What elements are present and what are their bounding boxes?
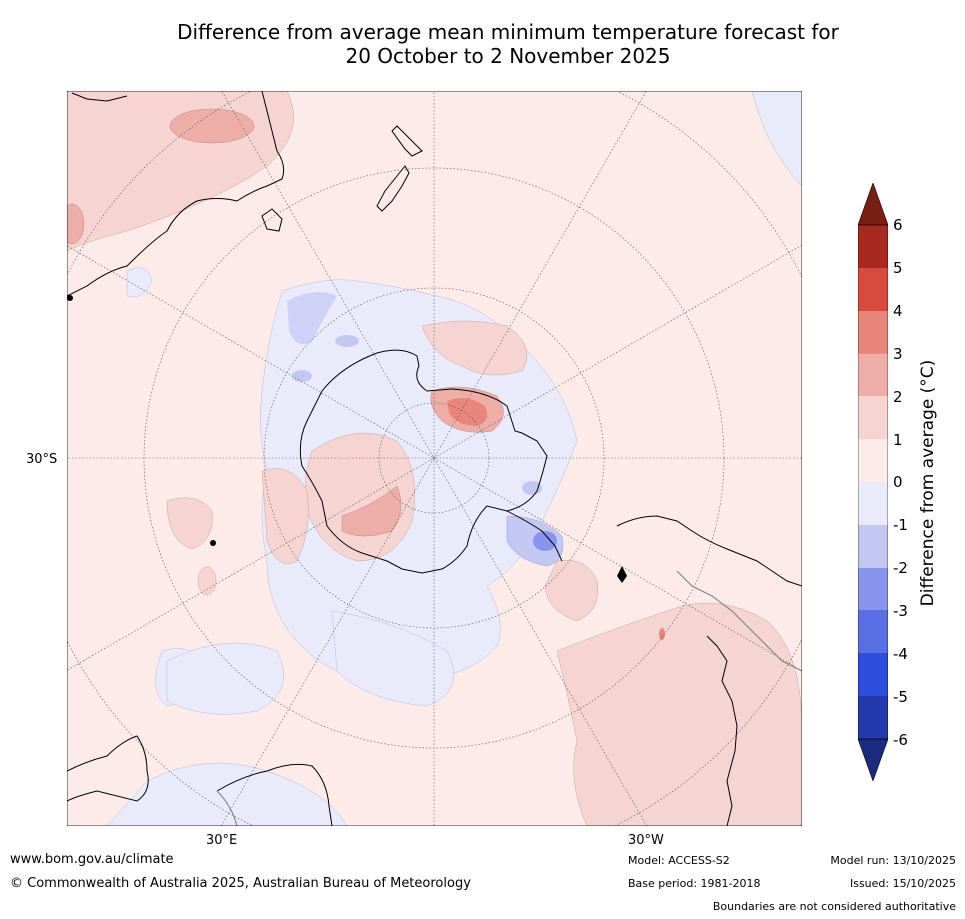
lon-label-30w: 30°W: [628, 833, 664, 848]
anomaly-region-warm: [341, 485, 402, 537]
anomaly-negative-region: [522, 481, 542, 495]
colorbar-tick: -2: [893, 559, 908, 577]
graticule: [67, 91, 802, 826]
colorbar-tick: -3: [893, 602, 908, 620]
colorbar-swatch-m3-m2: [858, 568, 888, 610]
colorbar-swatch-2-3: [858, 354, 888, 396]
anomaly-region-warm: [197, 566, 217, 596]
anomaly-negative-region: [335, 335, 359, 347]
colorbar-swatch-below-m6: [857, 738, 889, 782]
colorbar-swatch-4-5: [858, 268, 888, 311]
new-zealand-coastline: [376, 165, 410, 212]
anomaly-negative-region: [331, 610, 454, 707]
colorbar-title: Difference from average (°C): [918, 359, 938, 607]
polar-map: [66, 90, 803, 827]
tasmania-coastline: [261, 208, 283, 232]
country-border: [216, 790, 238, 826]
antarctica-coastline: [299, 349, 548, 574]
lat-label-30s: 30°S: [26, 452, 58, 467]
colorbar-tick: -1: [893, 516, 908, 534]
colorbar-swatch-m6-m5: [858, 696, 888, 739]
anomaly-region-warm: [659, 628, 665, 640]
colorbar-tick: 6: [893, 216, 903, 234]
colorbar-swatch-5-6: [858, 225, 888, 268]
australia-coastline: [71, 92, 128, 102]
madagascar-coastline: [216, 763, 333, 826]
map-canvas: [66, 90, 803, 827]
island: [67, 295, 73, 301]
colorbar: [857, 182, 889, 782]
model-name: Model: ACCESS-S2: [628, 854, 730, 867]
colorbar-swatch-1-2: [858, 396, 888, 439]
colorbar-swatch-m2-m1: [858, 525, 888, 568]
anomaly-region-warm: [169, 108, 255, 144]
colorbar-swatch-3-4: [858, 311, 888, 354]
colorbar-swatch-m1-0: [858, 482, 888, 525]
colorbar-tick: 4: [893, 302, 903, 320]
anomaly-negative-region: [126, 267, 153, 298]
new-zealand-coastline: [391, 125, 423, 157]
island: [210, 540, 216, 546]
anomaly-region-warm: [261, 468, 309, 564]
anomaly-negative-region: [166, 642, 284, 715]
colorbar-tick: 5: [893, 259, 903, 277]
colorbar-swatch-m5-m4: [858, 653, 888, 696]
colorbar-tick: 1: [893, 431, 903, 449]
colorbar-tick: -5: [893, 688, 908, 706]
anomaly-region-warm: [556, 602, 802, 826]
colorbar-tick: 2: [893, 388, 903, 406]
colorbar-swatch-above-6: [857, 182, 889, 226]
issued-date: Issued: 15/10/2025: [849, 877, 956, 890]
colorbar-swatch-m4-m3: [858, 610, 888, 653]
title-line-1: Difference from average mean minimum tem…: [177, 20, 839, 44]
colorbar-tick: -4: [893, 645, 908, 663]
africa-coastline: [67, 735, 149, 802]
colorbar-tick: 3: [893, 345, 903, 363]
colorbar-swatch-0-1: [858, 439, 888, 482]
colorbar-tick: 0: [893, 473, 903, 491]
copyright: © Commonwealth of Australia 2025, Austra…: [10, 876, 471, 891]
model-run: Model run: 13/10/2025: [830, 854, 956, 867]
map-title: Difference from average mean minimum tem…: [0, 20, 965, 68]
base-period: Base period: 1981-2018: [628, 877, 761, 890]
australia-coastline: [67, 91, 285, 297]
anomaly-region-warm: [67, 203, 85, 245]
colorbar-tick: -6: [893, 731, 908, 749]
south-america-coastline: [706, 635, 738, 826]
antarctic-peninsula: [506, 510, 563, 562]
country-border: [676, 570, 802, 672]
colorbar-canvas: [857, 182, 889, 782]
anomaly-negative-region: [292, 370, 312, 382]
south-america-coastline: [616, 515, 802, 587]
disclaimer: Boundaries are not considered authoritat…: [712, 900, 956, 913]
title-line-2: 20 October to 2 November 2025: [345, 44, 671, 68]
anomaly-region-warm: [544, 559, 599, 622]
anomaly-region-warm: [166, 497, 213, 550]
anomaly-region-warm: [421, 320, 528, 376]
anomaly-negative-region: [533, 531, 557, 551]
lon-label-30e: 30°E: [206, 833, 238, 848]
website-link[interactable]: www.bom.gov.au/climate: [10, 852, 174, 867]
anomaly-negative-region: [287, 292, 337, 345]
falkland-islands: [617, 566, 627, 583]
anomaly-region-warm: [447, 397, 488, 426]
